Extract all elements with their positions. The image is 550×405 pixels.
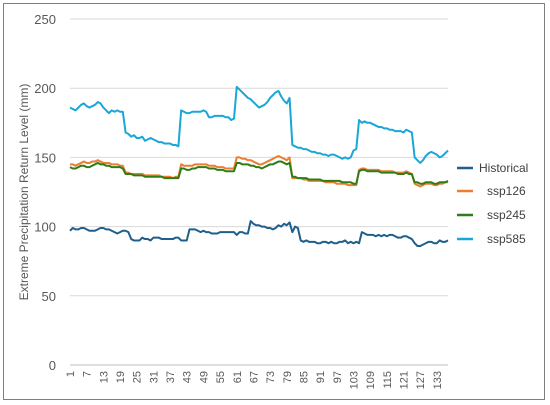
y-tick-label: 50 [42, 289, 56, 304]
grid-lines [70, 18, 448, 366]
legend-label: ssp126 [487, 184, 526, 198]
x-tick-label: 19 [115, 371, 127, 383]
y-axis-ticks: 0 50 100 150 200 250 [34, 12, 56, 373]
x-tick-label: 37 [165, 371, 177, 383]
x-tick-label: 13 [98, 371, 110, 383]
x-tick-label: 25 [132, 371, 144, 383]
x-tick-label: 7 [82, 371, 94, 377]
y-tick-label: 200 [34, 81, 56, 96]
x-tick-label: 73 [265, 371, 277, 383]
legend-label: ssp585 [487, 232, 526, 246]
x-tick-label: 127 [415, 371, 427, 389]
x-tick-label: 49 [198, 371, 210, 383]
x-tick-label: 121 [399, 371, 411, 389]
x-tick-label: 85 [298, 371, 310, 383]
chart-frame [3, 3, 545, 400]
x-tick-label: 97 [332, 371, 344, 383]
y-tick-label: 250 [34, 12, 56, 27]
series-line-Historical [69, 220, 449, 247]
legend-label: ssp245 [487, 208, 526, 222]
y-tick-label: 100 [34, 220, 56, 235]
y-axis-label: Extreme Precipitation Return Level (mm) [17, 84, 31, 301]
series-line-ssp126 [70, 155, 448, 188]
x-tick-label: 31 [148, 371, 160, 383]
x-tick-label: 103 [349, 371, 361, 389]
y-tick-label: 150 [34, 150, 56, 165]
series-line-ssp585 [69, 85, 449, 164]
series-lines [69, 85, 449, 247]
x-tick-label: 55 [215, 371, 227, 383]
x-tick-label: 91 [315, 371, 327, 383]
x-tick-label: 109 [365, 371, 377, 389]
x-tick-label: 67 [248, 371, 260, 383]
x-axis-ticks: 1 7 13 19 25 31 37 43 49 55 61 67 73 79 85 91 97 103 109 11… [65, 371, 444, 389]
x-tick-label: 61 [232, 371, 244, 383]
legend-label: Historical [479, 161, 528, 175]
y-tick-label: 0 [49, 358, 56, 373]
x-tick-label: 115 [382, 371, 394, 389]
x-tick-label: 133 [432, 371, 444, 389]
x-tick-label: 1 [65, 371, 77, 377]
x-tick-label: 43 [182, 371, 194, 383]
legend: Historical ssp126 ssp245 ssp585 [457, 161, 528, 246]
x-tick-label: 79 [282, 371, 294, 383]
series-line-ssp245 [69, 160, 449, 185]
